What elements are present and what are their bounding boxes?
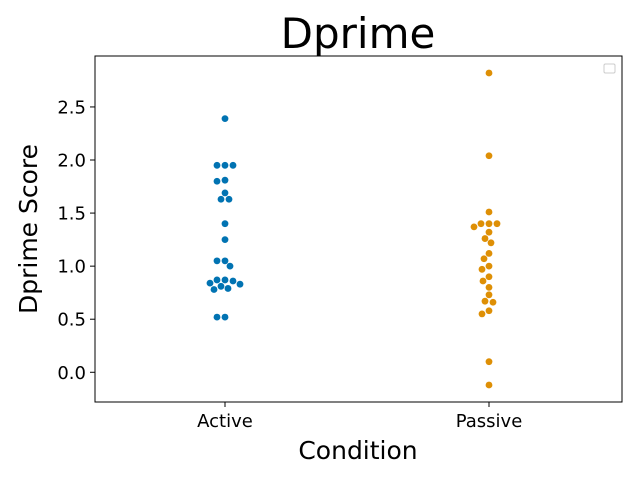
data-point (485, 358, 493, 366)
x-axis: Active Passive (197, 402, 522, 432)
x-tick-label: Passive (456, 411, 523, 432)
data-point (221, 115, 229, 123)
data-point (485, 273, 493, 281)
chart-title: Dprime (281, 9, 436, 58)
y-tick-label: 0.0 (57, 363, 86, 384)
data-point (221, 189, 229, 197)
data-point (485, 307, 493, 315)
data-point (221, 220, 229, 228)
data-point (221, 161, 229, 169)
data-point (485, 228, 493, 236)
y-tick-label: 1.0 (57, 257, 86, 278)
x-axis-label: Condition (298, 436, 417, 465)
y-axis-label: Dprime Score (14, 144, 43, 314)
data-point (217, 282, 225, 290)
data-point (493, 220, 501, 228)
data-point (213, 161, 221, 169)
y-tick-label: 0.5 (57, 310, 86, 331)
data-point (221, 313, 229, 321)
data-point (485, 283, 493, 291)
data-point (213, 276, 221, 284)
data-points (206, 69, 501, 389)
data-point (480, 255, 488, 263)
data-point (225, 195, 233, 203)
data-point (485, 152, 493, 160)
data-point (485, 381, 493, 389)
data-point (213, 313, 221, 321)
data-point (213, 257, 221, 265)
data-point (206, 279, 214, 287)
plot-area (94, 55, 623, 403)
data-point (229, 161, 237, 169)
data-point (478, 265, 486, 273)
data-point (229, 277, 237, 285)
data-point (481, 297, 489, 305)
data-point (487, 239, 495, 247)
data-point (485, 220, 493, 228)
data-point (481, 235, 489, 242)
y-tick-label: 1.5 (57, 204, 86, 225)
data-point (479, 277, 487, 285)
data-point (221, 236, 229, 244)
legend-box (603, 63, 616, 74)
data-point (217, 195, 225, 203)
data-point (485, 291, 493, 299)
data-point (478, 310, 486, 318)
data-point (213, 177, 221, 185)
data-point (221, 276, 229, 284)
data-point (226, 262, 234, 270)
y-tick-label: 2.0 (57, 151, 86, 172)
x-tick-label: Active (197, 411, 253, 432)
data-point (485, 208, 493, 216)
data-point (477, 220, 485, 228)
data-point (221, 257, 229, 265)
data-point (470, 223, 478, 231)
data-point (485, 69, 493, 77)
data-point (236, 280, 244, 288)
data-point (221, 176, 229, 184)
y-axis: 0.0 0.5 1.0 1.5 2.0 2.5 (57, 97, 95, 384)
y-tick-label: 2.5 (57, 97, 86, 118)
data-point (485, 250, 493, 257)
data-point (485, 262, 493, 270)
data-point (210, 286, 218, 293)
data-point (489, 298, 497, 306)
data-point (224, 285, 232, 292)
